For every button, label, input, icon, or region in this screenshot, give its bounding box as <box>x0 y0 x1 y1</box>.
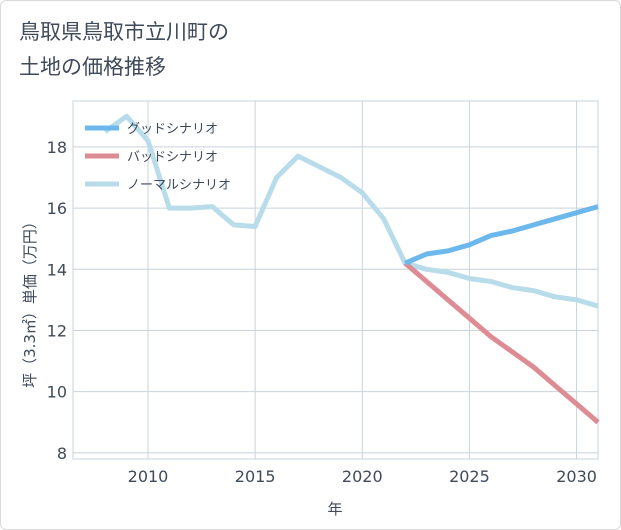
legend-label-0: グッドシナリオ <box>127 122 218 137</box>
x-tick-label: 2020 <box>342 467 383 486</box>
x-tick-label: 2025 <box>449 467 490 486</box>
x-tick-label: 2015 <box>235 467 276 486</box>
y-tick-label: 12 <box>47 321 67 340</box>
legend-label-1: バッドシナリオ <box>127 150 218 165</box>
y-axis-label: 坪（3.3㎡）単価（万円） <box>21 214 39 388</box>
x-axis-label: 年 <box>327 500 342 518</box>
grid <box>73 101 598 459</box>
x-tick-label: 2010 <box>128 467 169 486</box>
y-tick-label: 14 <box>47 260 67 279</box>
x-tick-labels: 2010 2015 2020 2025 2030 <box>128 467 597 486</box>
y-tick-label: 8 <box>57 444 67 463</box>
plot-border <box>72 100 599 460</box>
y-tick-label: 18 <box>47 138 67 157</box>
series-line-2 <box>103 113 599 309</box>
x-tick-label: 2030 <box>556 467 597 486</box>
series-lines <box>103 113 600 425</box>
series-line-1 <box>403 261 600 425</box>
y-tick-label: 16 <box>47 199 67 218</box>
legend-label-2: ノーマルシナリオ <box>127 178 231 193</box>
y-tick-labels: 8 10 12 14 16 18 <box>47 138 67 463</box>
series-line-0 <box>404 204 599 266</box>
y-tick-label: 10 <box>47 383 67 402</box>
chart-title: 鳥取県鳥取市立川町の 土地の価格推移 <box>19 20 229 79</box>
